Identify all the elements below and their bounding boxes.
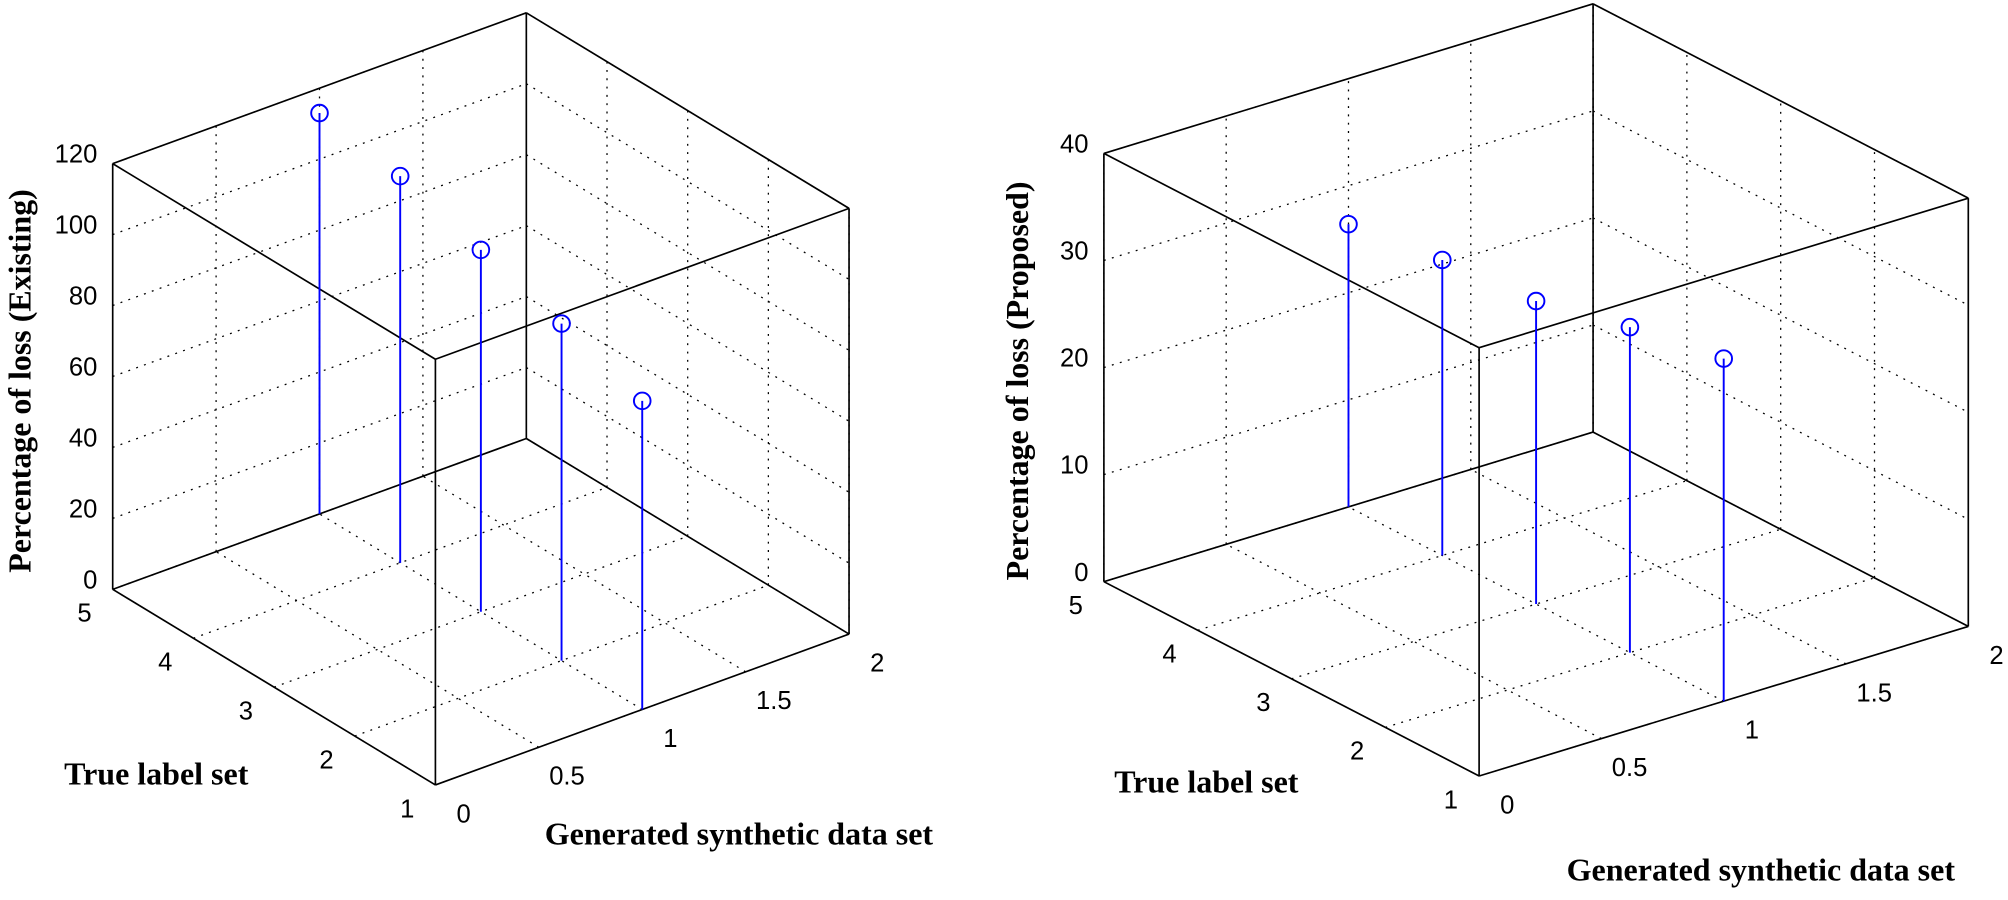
- z-tick-label: 80: [69, 283, 97, 311]
- y-tick-label: 4: [1162, 641, 1176, 669]
- x-tick-label: 1: [1745, 717, 1759, 745]
- box-edge: [1103, 152, 1480, 349]
- y-tick-label: 2: [1350, 738, 1364, 766]
- y-tick-label: 4: [158, 649, 172, 677]
- box-edge: [1103, 580, 1480, 777]
- z-axis-label: Percentage of loss (Existing): [2, 189, 37, 573]
- stem-marker: [390, 166, 410, 186]
- box-edge: [525, 12, 850, 210]
- x-tick-label: 0: [456, 800, 470, 828]
- y-tick-label: 3: [239, 697, 253, 725]
- grid-line: [354, 584, 769, 737]
- grid-line: [422, 475, 746, 673]
- grid-line: [1103, 110, 1594, 262]
- stem-marker: [1339, 214, 1358, 234]
- z-tick-label: 40: [69, 425, 97, 453]
- grid-line: [112, 295, 527, 449]
- stem-marker: [632, 391, 652, 411]
- x-tick-label: 0: [1500, 791, 1514, 819]
- box-edge: [1478, 197, 1969, 349]
- box-edge: [112, 588, 436, 786]
- stem-marker: [1714, 349, 1733, 368]
- z-tick-label: 10: [1060, 452, 1088, 480]
- z-tick-label: 30: [1060, 238, 1088, 266]
- y-tick-label: 3: [1256, 689, 1270, 717]
- grid-line: [1225, 543, 1602, 740]
- z-axis-label: Percentage of loss (Proposed): [1000, 182, 1035, 581]
- y-tick-label: 1: [400, 795, 414, 823]
- grid-line: [273, 535, 688, 688]
- x-tick-label: 0.5: [549, 763, 585, 791]
- box-edge: [525, 437, 850, 635]
- x-tick-label: 1.5: [756, 687, 792, 715]
- grid-line: [1291, 528, 1781, 680]
- grid-line: [1103, 217, 1594, 369]
- x-tick-label: 1: [663, 725, 677, 753]
- stem-marker: [310, 103, 329, 123]
- panel: 0 0.5 1 1.5 2 1 2 3 4 5 0 10 20 30 40 Generated synthet…: [1000, 3, 2004, 888]
- y-tick-label: 1: [1444, 786, 1458, 814]
- z-tick-label: 100: [55, 212, 98, 240]
- grid-line: [1592, 217, 1969, 413]
- z-tick-label: 0: [83, 566, 97, 594]
- z-tick-label: 20: [69, 496, 97, 524]
- x-axis-label: Generated synthetic data set: [545, 817, 934, 852]
- z-tick-label: 120: [55, 141, 98, 169]
- stem-marker: [1433, 250, 1452, 270]
- box-edge: [1592, 3, 1969, 199]
- grid-line: [525, 225, 850, 422]
- stem-marker: [552, 314, 571, 333]
- y-tick-label: 2: [319, 746, 333, 774]
- box-edge: [1592, 431, 1969, 628]
- grid-line: [112, 154, 527, 307]
- z-tick-label: 20: [1060, 345, 1088, 373]
- z-tick-label: 0: [1074, 559, 1088, 587]
- y-tick-label: 5: [77, 600, 91, 628]
- grid-line: [525, 83, 850, 280]
- z-tick-label: 40: [1060, 131, 1088, 159]
- grid-line: [193, 486, 608, 639]
- x-tick-label: 0.5: [1612, 754, 1648, 782]
- box-edge: [112, 12, 527, 165]
- grid-line: [525, 366, 850, 564]
- z-tick-label: 60: [69, 354, 97, 382]
- grid-line: [112, 83, 527, 236]
- grid-line: [112, 366, 527, 519]
- grid-line: [1385, 577, 1875, 729]
- stem-marker: [1526, 291, 1546, 311]
- y-axis-label: True label set: [1114, 764, 1299, 799]
- box-edge: [435, 207, 850, 361]
- stem-marker: [471, 240, 491, 260]
- x-tick-label: 2: [1989, 642, 2003, 670]
- x-axis-label: Generated synthetic data set: [1567, 853, 1956, 888]
- grid-line: [1197, 480, 1688, 631]
- grid-line: [112, 225, 527, 378]
- y-tick-label: 5: [1069, 592, 1083, 620]
- panel: 0 0.5 1 1.5 2 1 2 3 4 5 0 20 40 60 80 100 120 Generated s…: [2, 12, 934, 852]
- grid-line: [1592, 110, 1969, 306]
- x-tick-label: 2: [870, 650, 884, 678]
- box-edge: [1103, 3, 1594, 155]
- y-axis-label: True label set: [64, 757, 249, 792]
- box-edge: [112, 162, 436, 360]
- grid-line: [1103, 324, 1594, 476]
- x-tick-label: 1.5: [1856, 679, 1892, 707]
- stem-marker: [1620, 317, 1640, 337]
